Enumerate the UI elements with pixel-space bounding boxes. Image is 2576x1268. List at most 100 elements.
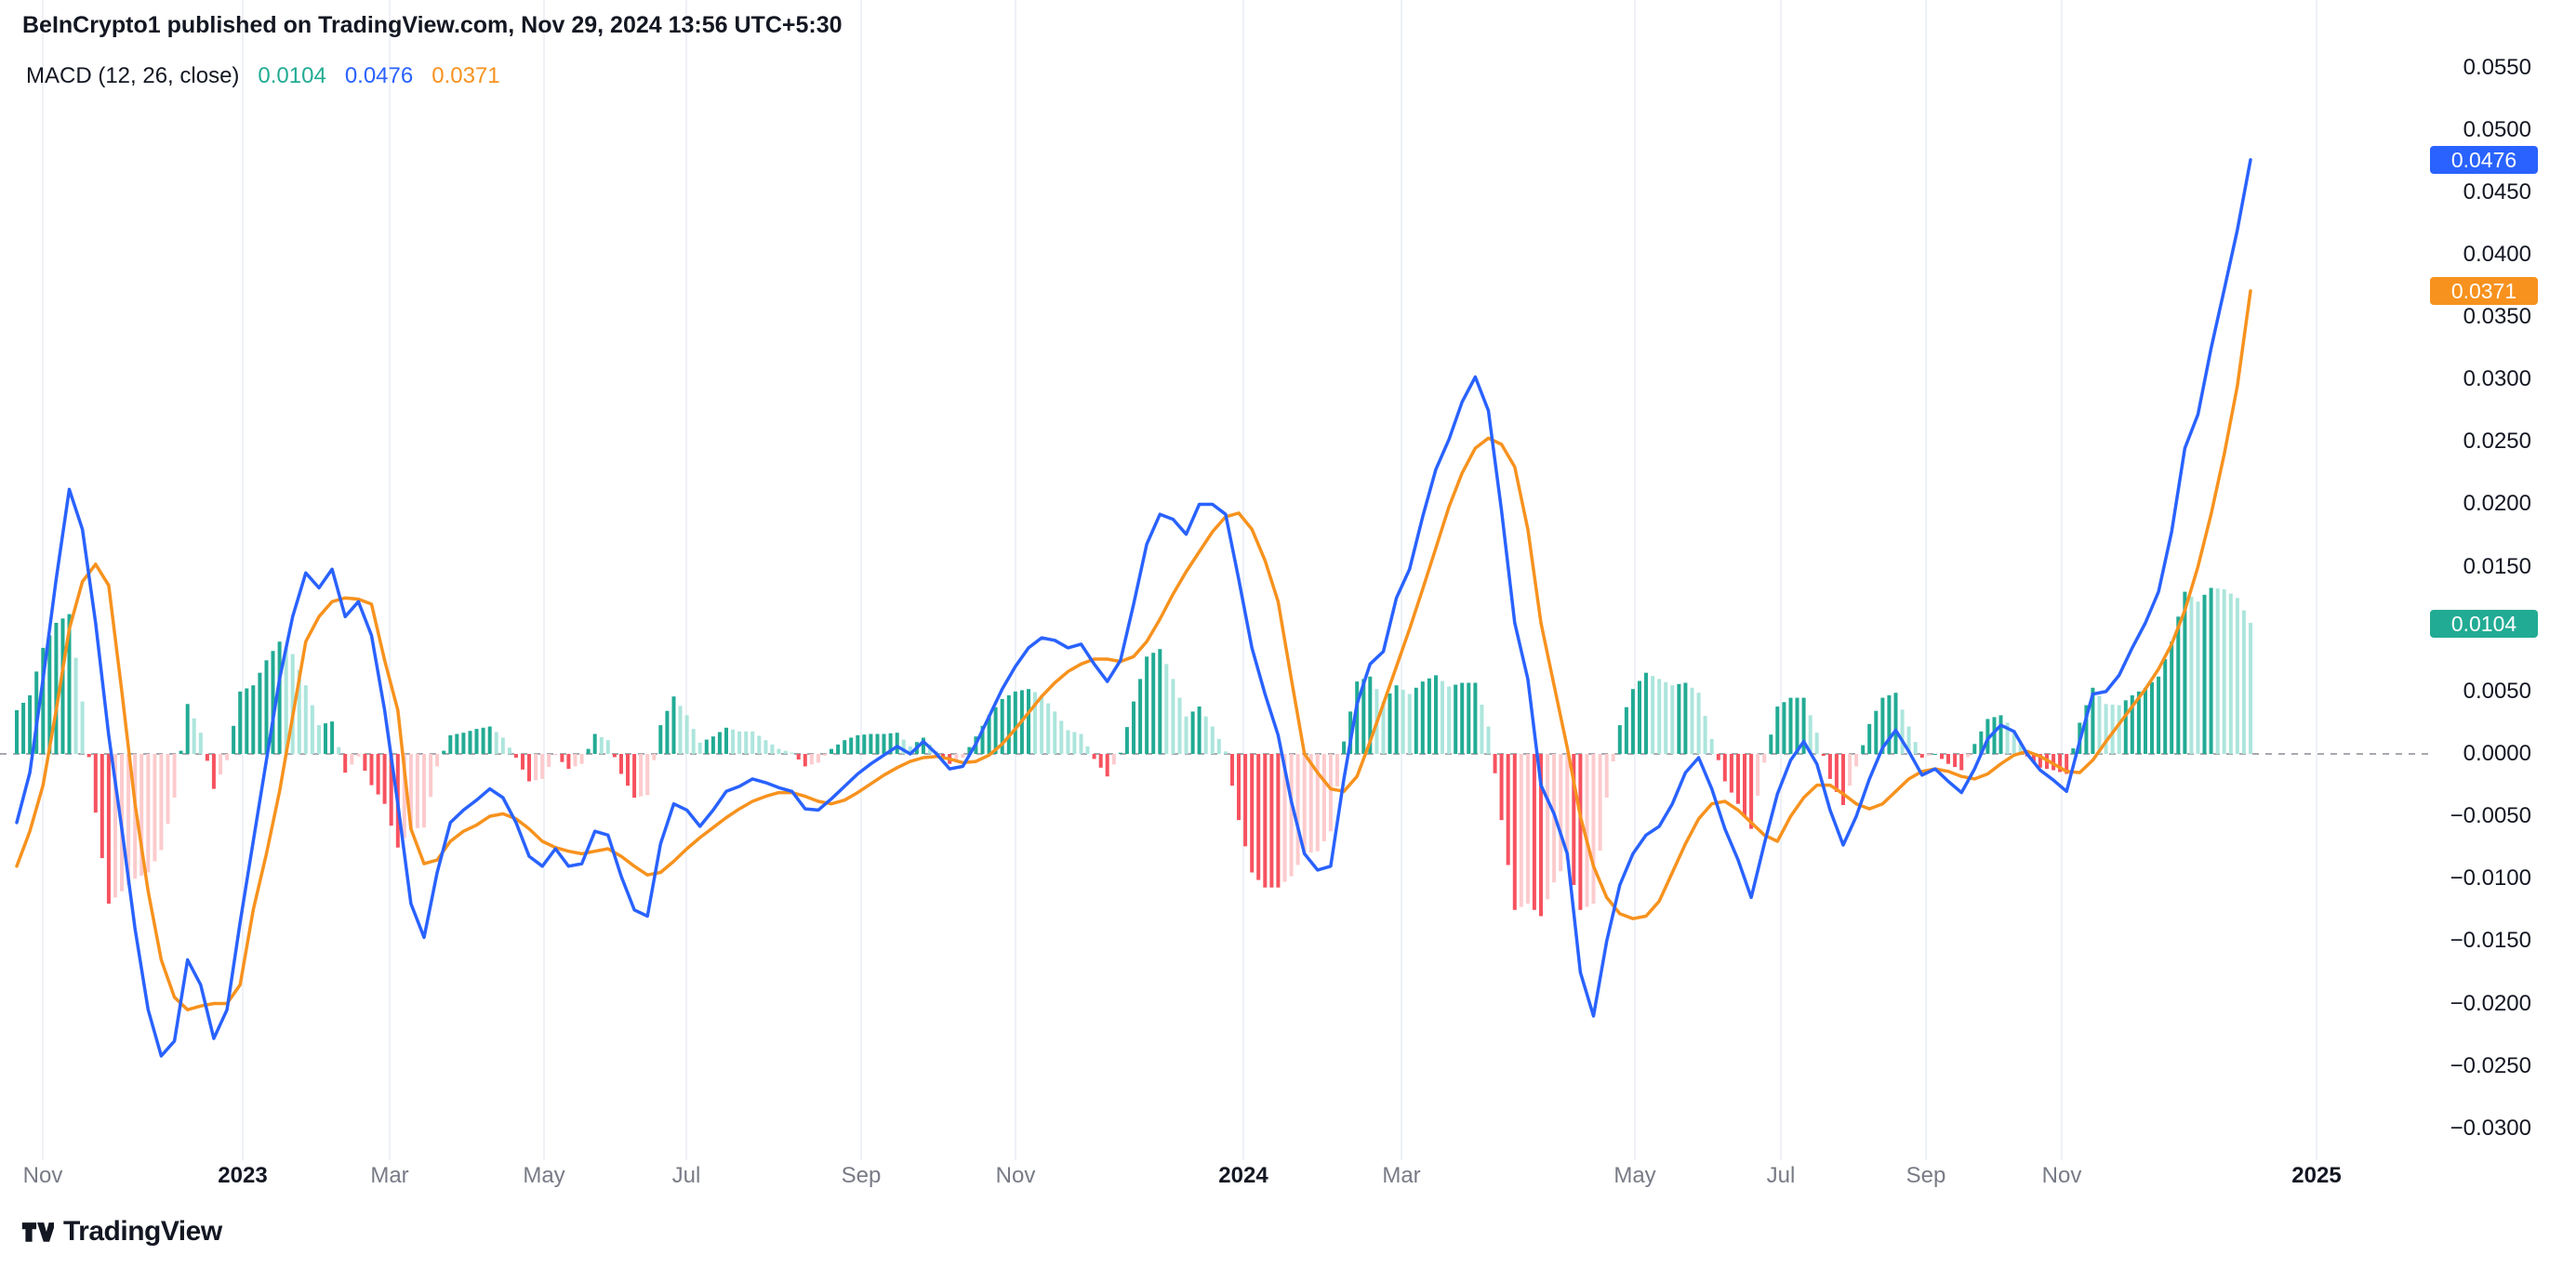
histogram-bar	[1769, 734, 1773, 754]
histogram-bar	[1066, 730, 1070, 754]
histogram-bar	[1946, 754, 1950, 764]
histogram-bar	[1985, 719, 1990, 754]
histogram-bar	[113, 754, 117, 898]
histogram-bar	[1164, 664, 1169, 754]
histogram-bar	[500, 737, 505, 754]
histogram-bar	[1138, 679, 1143, 754]
histogram-bar	[1295, 754, 1300, 865]
histogram-bar	[1230, 754, 1234, 786]
histogram-bar	[297, 669, 301, 754]
histogram-bar	[1441, 680, 1444, 754]
histogram-bar	[849, 737, 854, 754]
histogram-bar	[1775, 707, 1780, 754]
histogram-bar	[1926, 754, 1931, 756]
histogram-bar	[882, 733, 886, 754]
histogram-bar	[888, 733, 893, 754]
histogram-bar	[757, 735, 762, 754]
histogram-bar	[534, 754, 538, 781]
histogram-bar	[764, 740, 768, 754]
histogram-bar	[1111, 754, 1116, 765]
histogram-bar	[238, 691, 243, 754]
histogram-bar	[350, 754, 354, 765]
histogram-bar	[1145, 656, 1149, 754]
histogram-bar	[258, 672, 262, 754]
histogram-bar	[1709, 738, 1714, 754]
histogram-bar	[382, 754, 387, 804]
histogram-bar	[2123, 700, 2128, 754]
histogram-bar	[1743, 754, 1746, 817]
histogram-bar	[961, 754, 965, 758]
histogram-bar	[2038, 754, 2042, 768]
histogram-bar	[1585, 754, 1589, 907]
histogram-bar	[324, 723, 327, 754]
histogram-bar	[1276, 754, 1281, 888]
time-scale-label: Mar	[1382, 1163, 1421, 1188]
histogram-bar	[731, 729, 736, 754]
histogram-bar	[908, 746, 912, 754]
histogram-bar	[100, 754, 104, 859]
histogram-bar	[1762, 754, 1767, 763]
histogram-bar	[1651, 676, 1655, 754]
histogram-bar	[691, 729, 696, 754]
time-scale-label: May	[1613, 1163, 1656, 1188]
price-scale-label: 0.0400	[2463, 241, 2531, 267]
histogram-bar	[1407, 693, 1412, 754]
histogram-bar	[987, 715, 991, 754]
histogram-bar	[2117, 705, 2121, 754]
histogram-bar	[1098, 754, 1103, 768]
price-scale-label: 0.0000	[2463, 741, 2531, 766]
price-scale-label: 0.0300	[2463, 366, 2531, 392]
histogram-bar	[1814, 733, 1819, 754]
histogram-bar	[626, 754, 630, 786]
histogram-bar	[547, 754, 551, 768]
histogram-bar	[2018, 743, 2023, 754]
histogram-bar	[1630, 689, 1635, 754]
histogram-bar	[1427, 678, 1431, 754]
histogram-bar	[1079, 733, 1083, 754]
histogram-bar	[1361, 679, 1366, 754]
histogram-bar	[553, 754, 558, 756]
histogram-bar	[823, 754, 827, 756]
histogram-bar	[1696, 693, 1701, 754]
price-scale-label: 0.0250	[2463, 429, 2531, 455]
time-scale[interactable]: Nov 2023 Mar May Jul Sep Nov 2024 Mar May Jul Sep No…	[0, 1162, 2576, 1195]
histogram-bar	[1027, 689, 1030, 754]
histogram-bar	[836, 744, 841, 754]
histogram-bar	[513, 754, 518, 758]
price-scale[interactable]: 0.0550 0.0500 0.0450 0.0400 0.0350 0.0300 0.02…	[2429, 0, 2531, 1160]
histogram-bar	[724, 727, 728, 754]
histogram-bar	[73, 657, 78, 754]
histogram-bar	[1525, 754, 1530, 905]
histogram-bar	[1447, 686, 1452, 754]
histogram-bar	[1670, 685, 1675, 754]
histogram-bar	[232, 725, 236, 754]
histogram-bar	[468, 731, 472, 754]
histogram-bar	[599, 736, 604, 754]
histogram-bar	[507, 747, 511, 754]
histogram-bar	[843, 740, 847, 754]
histogram-bar	[2130, 694, 2134, 754]
histogram-bar	[1282, 754, 1287, 882]
tradingview-logo-link[interactable]: TradingView	[20, 1216, 222, 1248]
histogram-bar	[652, 754, 657, 760]
histogram-bar	[80, 701, 85, 754]
histogram-bar	[1966, 754, 1971, 758]
price-scale-label: 0.0500	[2463, 116, 2531, 142]
histogram-bar	[1578, 754, 1583, 910]
histogram-bar	[1874, 710, 1879, 754]
time-scale-label: Jul	[671, 1163, 701, 1188]
histogram-bar	[1046, 703, 1051, 754]
histogram-bar	[1782, 702, 1786, 754]
histogram-bar	[2110, 705, 2115, 754]
histogram-bar	[54, 623, 59, 754]
histogram-bar	[704, 739, 709, 754]
histogram-bar	[93, 754, 98, 813]
histogram-bar	[2196, 601, 2200, 754]
histogram-bar	[566, 754, 571, 770]
histogram-bar	[330, 721, 335, 754]
price-scale-label: 0.0350	[2463, 304, 2531, 330]
histogram-bar	[980, 725, 985, 754]
histogram-bar	[573, 754, 578, 767]
